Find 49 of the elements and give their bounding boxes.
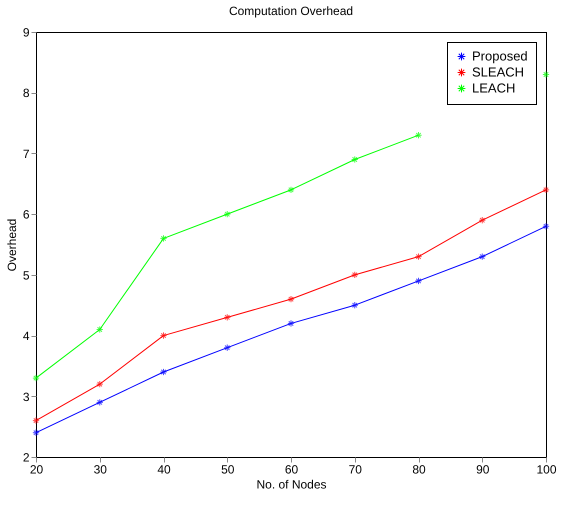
x-tick-label: 60 (284, 462, 298, 476)
point (414, 277, 422, 285)
point (32, 374, 40, 382)
legend-label: SLEACH (472, 64, 524, 80)
point (414, 252, 422, 260)
point (351, 271, 358, 279)
point (160, 234, 168, 242)
chart-title: Computation Overhead (228, 4, 354, 18)
y-tick-label: 7 (22, 146, 30, 161)
x-tick-label: 40 (157, 462, 171, 476)
y-tick-label: 8 (22, 86, 30, 100)
point (32, 429, 40, 436)
y-axis-title: Overhead (4, 218, 19, 272)
x-tick-label: 20 (30, 462, 44, 476)
point (287, 320, 295, 328)
point (32, 416, 40, 424)
x-axis-title: No. of Nodes (256, 478, 327, 492)
point (160, 368, 168, 376)
point (224, 344, 231, 352)
point (542, 70, 550, 78)
point (96, 398, 104, 406)
y-tick-label: 4 (22, 329, 30, 344)
point (224, 314, 231, 322)
point (414, 132, 422, 139)
point (478, 252, 486, 260)
point (96, 380, 104, 388)
legend-label: Proposed (472, 48, 528, 64)
point (287, 295, 295, 303)
point (542, 186, 550, 194)
x-tick-label: 100 (536, 462, 557, 476)
x-tick-label: 70 (348, 462, 362, 476)
y-tick-label: 2 (22, 450, 30, 464)
y-tick-label: 3 (22, 390, 30, 404)
x-tick-label: 80 (412, 462, 426, 476)
point (96, 326, 104, 334)
point (287, 186, 295, 194)
y-tick-label: 6 (22, 208, 30, 222)
point (542, 222, 550, 230)
point (351, 156, 358, 164)
point (478, 216, 486, 224)
y-tick-label: 9 (22, 26, 30, 40)
x-tick-label: 90 (476, 462, 490, 476)
point (351, 302, 358, 309)
legend-label: LEACH (472, 80, 516, 96)
point (160, 332, 168, 340)
x-tick-label: 30 (94, 462, 108, 476)
y-tick-label: 5 (22, 268, 30, 282)
point (224, 210, 231, 218)
x-tick-label: 50 (221, 462, 235, 476)
